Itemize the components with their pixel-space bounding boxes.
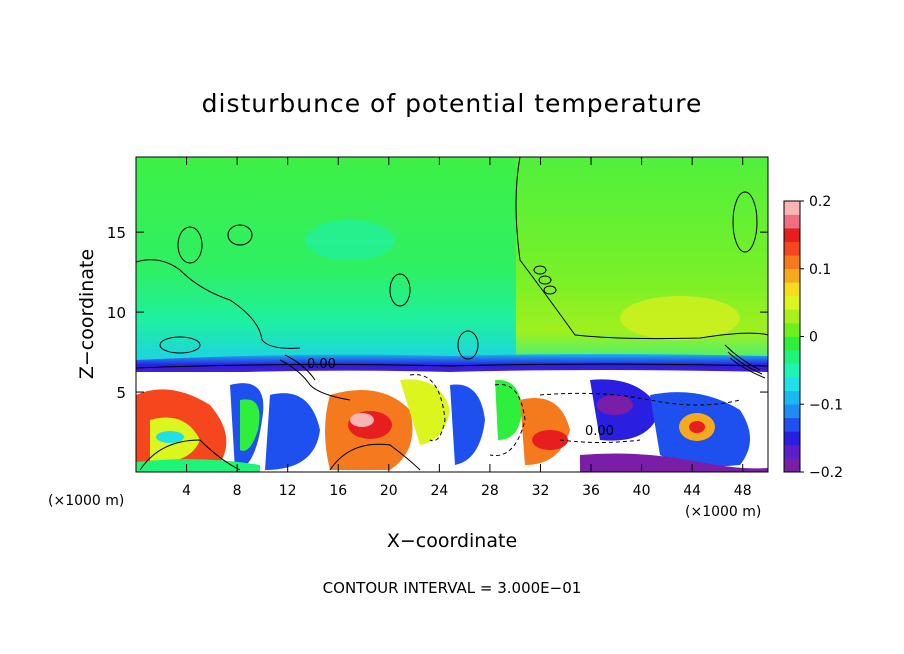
x-tick-label: 44 <box>683 483 701 499</box>
x-unit-label-left: (×1000 m) <box>48 493 124 509</box>
plot-area: 0.00 0.00 <box>136 157 768 472</box>
x-tick-label: 20 <box>380 483 398 499</box>
contour-label: 0.00 <box>307 357 336 372</box>
colorbar-swatch <box>784 404 800 419</box>
colorbar-swatch <box>784 309 800 324</box>
colorbar-swatch <box>784 390 800 405</box>
colorbar-tick-label: −0.1 <box>809 397 843 413</box>
colorbar-swatch <box>784 350 800 364</box>
y-axis: 5 10 15 <box>107 224 768 402</box>
y-tick-label: 5 <box>116 384 126 402</box>
colorbar-swatch <box>784 444 800 459</box>
lower-eddies <box>136 379 768 472</box>
contour-label: 0.00 <box>585 424 614 439</box>
colorbar-tick-label: 0.1 <box>809 262 831 278</box>
colorbar-swatch <box>784 268 800 283</box>
x-tick-label: 4 <box>182 483 191 499</box>
x-tick-label: 16 <box>329 483 347 499</box>
x-tick-label: 12 <box>279 483 297 499</box>
x-tick-label: 8 <box>233 483 242 499</box>
colorbar-swatch <box>784 417 800 432</box>
x-axis-title: X−coordinate <box>387 530 517 552</box>
x-tick-label: 48 <box>734 483 752 499</box>
colorbar-swatch <box>784 282 800 297</box>
colorbar-swatch <box>784 336 800 351</box>
upper-layer-left <box>136 157 516 362</box>
x-tick-label: 32 <box>532 483 550 499</box>
colorbar-ticks: −0.2 −0.1 0 0.1 0.2 <box>800 194 843 481</box>
colorbar-swatch <box>784 201 800 215</box>
colorbar-swatch <box>784 322 800 337</box>
chart-title: disturbunce of potential temperature <box>202 89 703 118</box>
colorbar-swatch <box>784 241 800 256</box>
x-tick-label: 36 <box>582 483 600 499</box>
colorbar-swatch <box>784 295 800 310</box>
x-tick-label: 28 <box>481 483 499 499</box>
colorbar-swatch <box>784 255 800 270</box>
upper-warm-patch <box>620 296 740 340</box>
colorbar-swatch <box>784 377 800 391</box>
colorbar-swatch <box>784 363 800 378</box>
colorbar-swatch <box>784 431 800 446</box>
x-tick-label: 24 <box>430 483 448 499</box>
colorbar-tick-label: 0 <box>809 330 818 346</box>
plot-frame <box>135 156 769 473</box>
y-tick-label: 10 <box>107 304 126 322</box>
colorbar-swatch <box>784 228 800 242</box>
colorbar-swatch <box>784 214 800 229</box>
colorbar-tick-label: −0.2 <box>809 465 843 481</box>
y-axis-title: Z−coordinate <box>76 249 98 379</box>
x-axis: 4 8 12 16 20 24 28 32 36 40 44 48 <box>182 157 752 499</box>
colorbar-swatch <box>784 458 800 473</box>
colorbar-tick-label: 0.2 <box>809 194 831 210</box>
colorbar <box>783 200 801 473</box>
x-unit-label-right: (×1000 m) <box>685 504 761 520</box>
contour-lines <box>136 157 768 471</box>
y-tick-label: 15 <box>107 224 126 242</box>
x-tick-label: 40 <box>633 483 651 499</box>
upper-cool-patch <box>305 220 395 260</box>
contour-interval-note: CONTOUR INTERVAL = 3.000E−01 <box>323 579 582 597</box>
